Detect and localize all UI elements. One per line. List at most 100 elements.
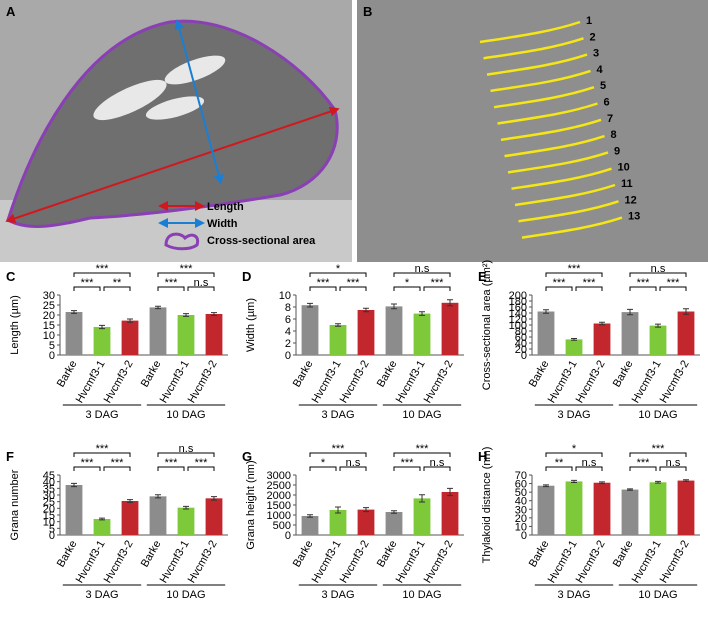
error-bar xyxy=(419,494,425,503)
group-label: 3 DAG xyxy=(557,409,590,421)
significance-label: n.s xyxy=(651,263,666,275)
y-tick-label: 140 xyxy=(509,308,527,320)
bar xyxy=(413,313,431,355)
significance-bracket xyxy=(575,286,603,291)
y-tick-label: 2500 xyxy=(267,480,291,492)
y-tick-label: 200 xyxy=(509,290,527,302)
y-axis-label: Length (µm) xyxy=(9,295,21,355)
bar xyxy=(441,492,459,535)
group-label: 10 DAG xyxy=(638,589,677,601)
thylakoid-line xyxy=(500,118,602,142)
significance-label: n.s xyxy=(194,277,209,289)
y-tick-label: 20 xyxy=(43,503,55,515)
y-axis-label: Thylakoid distance (nm) xyxy=(481,447,493,564)
y-tick-label: 30 xyxy=(515,504,527,516)
significance-bracket xyxy=(103,286,131,291)
group-label: 3 DAG xyxy=(85,409,118,421)
error-bar xyxy=(127,499,133,503)
y-tick-label: 30 xyxy=(43,490,55,502)
significance-label: n.s xyxy=(415,263,430,275)
thylakoid-line xyxy=(486,53,588,76)
bar xyxy=(205,314,223,355)
y-tick-label: 1500 xyxy=(267,500,291,512)
significance-bracket xyxy=(545,272,603,277)
thylakoid-number: 4 xyxy=(597,64,604,76)
panel-label: B xyxy=(363,4,372,19)
panel-label: G xyxy=(242,449,252,464)
y-tick-label: 2000 xyxy=(267,490,291,502)
group-label: 10 DAG xyxy=(166,409,205,421)
bar xyxy=(357,310,375,355)
significance-bracket xyxy=(309,452,367,457)
significance-label: *** xyxy=(347,277,361,289)
thylakoid-number: 12 xyxy=(625,194,637,206)
bar xyxy=(205,498,223,535)
legend-label: Length xyxy=(207,201,244,213)
significance-bracket xyxy=(157,466,185,471)
bar xyxy=(121,320,139,355)
group-label: 10 DAG xyxy=(638,409,677,421)
y-tick-label: 100 xyxy=(509,320,527,332)
error-bar xyxy=(543,309,549,314)
y-tick-label: 20 xyxy=(515,513,527,525)
significance-bracket xyxy=(629,452,687,457)
y-tick-label: 0 xyxy=(285,530,291,542)
bar xyxy=(301,305,319,355)
thylakoid-line xyxy=(518,200,619,223)
significance-label: *** xyxy=(568,263,582,275)
y-tick-label: 30 xyxy=(43,290,55,302)
y-tick-label: 25 xyxy=(43,300,55,312)
micrograph-b xyxy=(357,0,708,262)
thylakoid-number: 6 xyxy=(604,97,610,109)
thylakoid-number: 10 xyxy=(618,162,630,174)
y-tick-label: 35 xyxy=(43,483,55,495)
x-tick-label: Barke xyxy=(611,359,636,390)
y-axis-label: Grana height (nm) xyxy=(245,460,257,549)
significance-bracket xyxy=(103,466,131,471)
significance-bracket xyxy=(393,466,421,471)
bar xyxy=(385,512,403,535)
error-bar xyxy=(599,481,605,485)
error-bar xyxy=(71,482,77,488)
error-bar xyxy=(155,305,161,310)
legend-label: Cross-sectional area xyxy=(207,235,316,247)
bar xyxy=(593,323,611,355)
x-tick-label: Barke xyxy=(139,359,164,390)
y-axis-label: Cross-sectional area (µm²) xyxy=(481,260,493,390)
thylakoid-line xyxy=(511,167,612,190)
thylakoid-number: 9 xyxy=(614,145,620,157)
x-tick-label: Barke xyxy=(375,359,400,390)
significance-label: ** xyxy=(113,277,122,289)
y-tick-label: 3000 xyxy=(267,470,291,482)
bar xyxy=(177,507,195,535)
y-tick-label: 40 xyxy=(515,338,527,350)
significance-label: *** xyxy=(652,443,666,455)
significance-bracket xyxy=(659,286,687,291)
y-tick-label: 5 xyxy=(49,340,55,352)
significance-label: * xyxy=(405,277,410,289)
error-bar xyxy=(543,484,549,488)
bar xyxy=(565,339,583,355)
significance-bracket xyxy=(157,452,215,457)
significance-label: *** xyxy=(96,263,110,275)
y-tick-label: 25 xyxy=(43,497,55,509)
y-tick-label: 20 xyxy=(43,310,55,322)
thylakoid-number: 1 xyxy=(586,15,592,27)
thylakoid-number: 5 xyxy=(600,80,606,92)
y-tick-label: 10 xyxy=(279,290,291,302)
bar xyxy=(329,325,347,355)
error-bar xyxy=(183,505,189,510)
significance-bracket xyxy=(575,466,603,471)
group-label: 10 DAG xyxy=(402,409,441,421)
thylakoid-line xyxy=(521,216,623,239)
thylakoid-number: 2 xyxy=(590,31,596,43)
micrograph-a xyxy=(0,0,352,262)
significance-label: *** xyxy=(416,443,430,455)
y-tick-label: 500 xyxy=(273,520,291,532)
bar xyxy=(149,307,167,355)
significance-bracket xyxy=(339,466,367,471)
significance-label: n.s xyxy=(582,457,597,469)
bar xyxy=(65,312,83,355)
significance-label: n.s xyxy=(666,457,681,469)
bar xyxy=(537,311,555,355)
